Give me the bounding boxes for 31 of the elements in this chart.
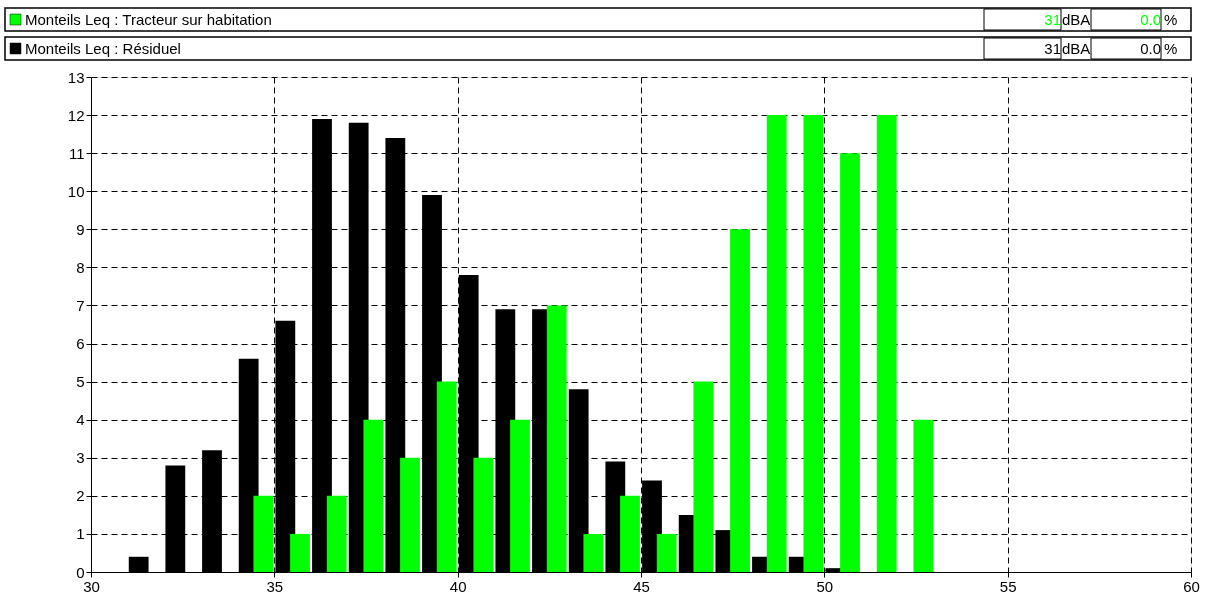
- y-tick-label: 11: [68, 144, 85, 162]
- legend-label: Monteils Leq : Tracteur sur habitation: [25, 11, 272, 28]
- x-tick-label: 35: [266, 577, 284, 595]
- text: 0.0: [1140, 40, 1161, 57]
- text: dBA: [1062, 40, 1091, 57]
- y-tick-label: 13: [67, 68, 85, 86]
- x-tick-label: 60: [1183, 577, 1200, 595]
- text: %: [1164, 11, 1178, 28]
- y-tick-label: 3: [76, 449, 85, 467]
- text: dBA: [1062, 11, 1091, 28]
- y-tick-label: 6: [76, 335, 85, 353]
- y-tick-label: 8: [76, 258, 85, 276]
- y-tick-label: 5: [76, 373, 85, 391]
- text: 31: [1044, 11, 1061, 28]
- y-tick-label: 9: [76, 220, 85, 238]
- y-tick-label: 2: [76, 487, 85, 505]
- x-tick-label: 55: [999, 577, 1017, 595]
- x-tick-label: 50: [816, 577, 834, 595]
- y-tick-label: 0: [76, 563, 85, 581]
- x-tick-label: 30: [83, 577, 100, 595]
- x-tick-label: 40: [449, 577, 467, 595]
- y-tick-label: 1: [76, 525, 85, 543]
- legend-label: Monteils Leq : Résiduel: [25, 40, 181, 57]
- text: %: [1164, 40, 1178, 57]
- text: 31: [1044, 40, 1061, 57]
- x-tick-label: 45: [633, 577, 650, 595]
- y-tick-label: 7: [76, 296, 85, 314]
- y-tick-label: 10: [67, 182, 85, 200]
- y-tick-label: 4: [76, 411, 85, 429]
- text: 0.0: [1140, 11, 1161, 28]
- y-tick-label: 12: [67, 106, 85, 124]
